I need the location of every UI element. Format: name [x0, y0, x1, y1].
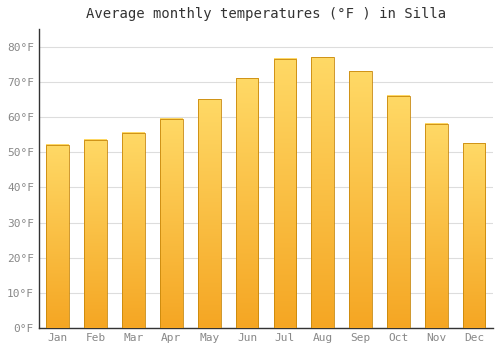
Bar — [122, 133, 145, 328]
Bar — [198, 99, 220, 328]
Bar — [349, 71, 372, 328]
Bar — [160, 119, 182, 328]
Bar — [387, 96, 410, 328]
Bar — [425, 124, 448, 328]
Bar — [46, 145, 69, 328]
Bar — [274, 59, 296, 328]
Bar — [236, 78, 258, 328]
Bar — [84, 140, 107, 328]
Title: Average monthly temperatures (°F ) in Silla: Average monthly temperatures (°F ) in Si… — [86, 7, 446, 21]
Bar — [312, 57, 334, 328]
Bar — [463, 144, 485, 328]
